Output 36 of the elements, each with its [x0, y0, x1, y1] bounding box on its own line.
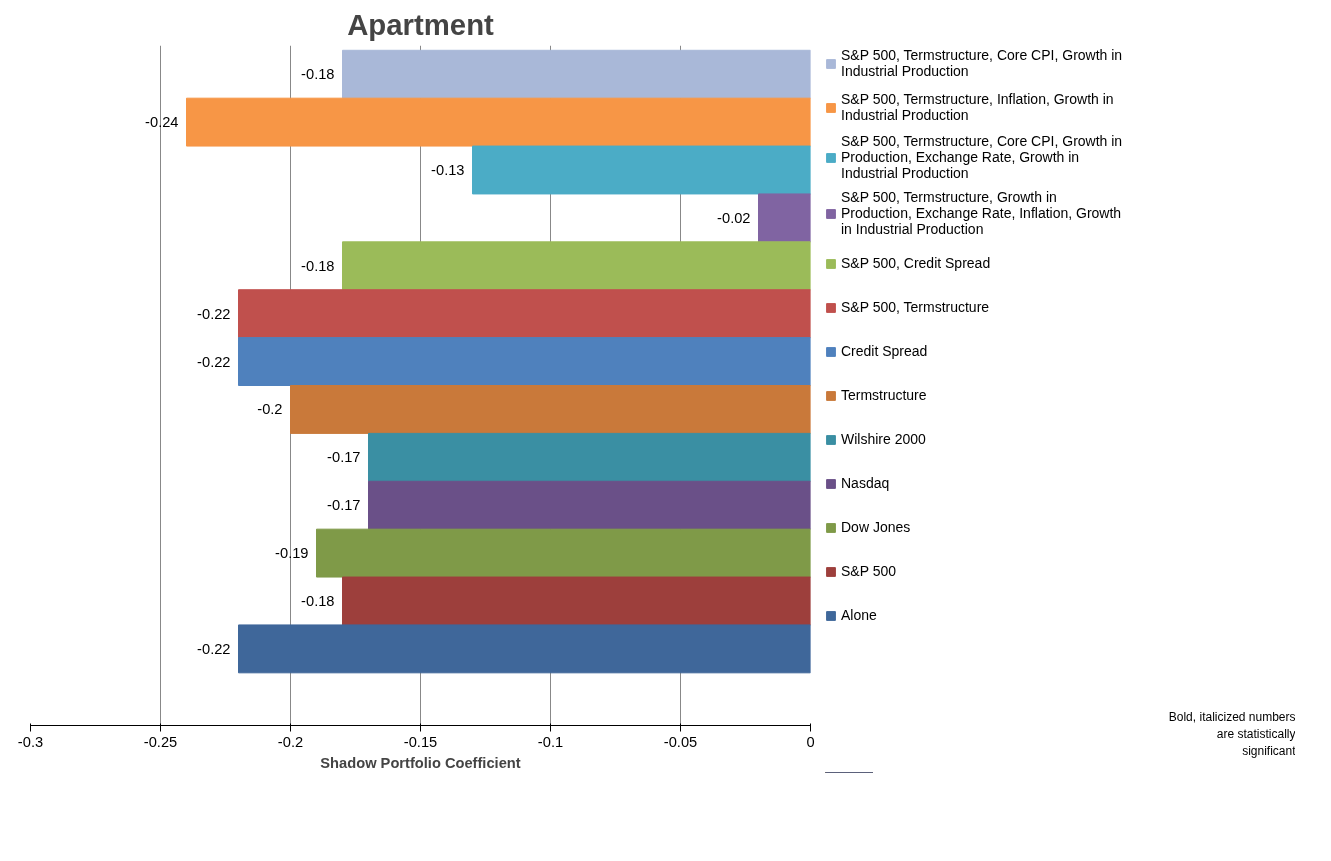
legend-label: S&P 500, Termstructure, Core CPI, Growth in Production, Exchange Rate, Growth in Industrial Production: [841, 133, 1123, 181]
legend-label: S&P 500: [841, 562, 897, 581]
data-label: -0.22: [197, 305, 231, 322]
data-label: -0.22: [197, 353, 231, 370]
x-tick-label: -0.1: [537, 733, 564, 750]
data-label: -0.18: [301, 257, 335, 274]
x-tick-label: -0.25: [143, 733, 178, 750]
legend-label: S&P 500, Termstructure, Inflation, Growth in Industrial Production: [841, 90, 1114, 125]
legend-label: S&P 500, Termstructure, Growth in Production, Exchange Rate, Inflation, Growth in Industrial Production: [841, 189, 1122, 237]
legend-label: Nasdaq: [841, 474, 890, 493]
legend-label: S&P 500, Termstructure, Core CPI, Growth in Industrial Production: [841, 46, 1123, 81]
legend-label: Dow Jones: [841, 518, 911, 537]
data-label: -0.18: [301, 592, 335, 609]
data-label: -0.17: [327, 497, 361, 514]
legend-label: Wilshire 2000: [841, 430, 926, 449]
data-label: -0.2: [257, 401, 283, 418]
chart-title: Apartment: [347, 7, 495, 41]
x-tick-label: 0: [806, 733, 815, 750]
x-tick-label: -0.05: [663, 733, 698, 750]
x-tick-label: -0.2: [277, 733, 304, 750]
data-label: -0.13: [431, 162, 465, 179]
legend-label: S&P 500, Credit Spread: [841, 254, 991, 273]
legend-label: Credit Spread: [841, 342, 928, 361]
legend-label: Termstructure: [841, 386, 927, 405]
data-label: -0.19: [275, 545, 309, 562]
data-label: -0.24: [145, 114, 179, 131]
x-axis-title: Shadow Portfolio Coefficient: [320, 754, 521, 771]
data-label: -0.22: [197, 640, 231, 657]
data-label: -0.02: [717, 209, 751, 226]
legend-label: Alone: [841, 606, 877, 625]
x-tick-label: -0.15: [403, 733, 438, 750]
data-label: -0.18: [301, 66, 335, 83]
legend-label: S&P 500, Termstructure: [841, 298, 990, 317]
data-label: -0.17: [327, 449, 361, 466]
text: Bold, italicized numbers are statistically significant: [1168, 710, 1297, 758]
x-tick-label: -0.3: [17, 733, 44, 750]
